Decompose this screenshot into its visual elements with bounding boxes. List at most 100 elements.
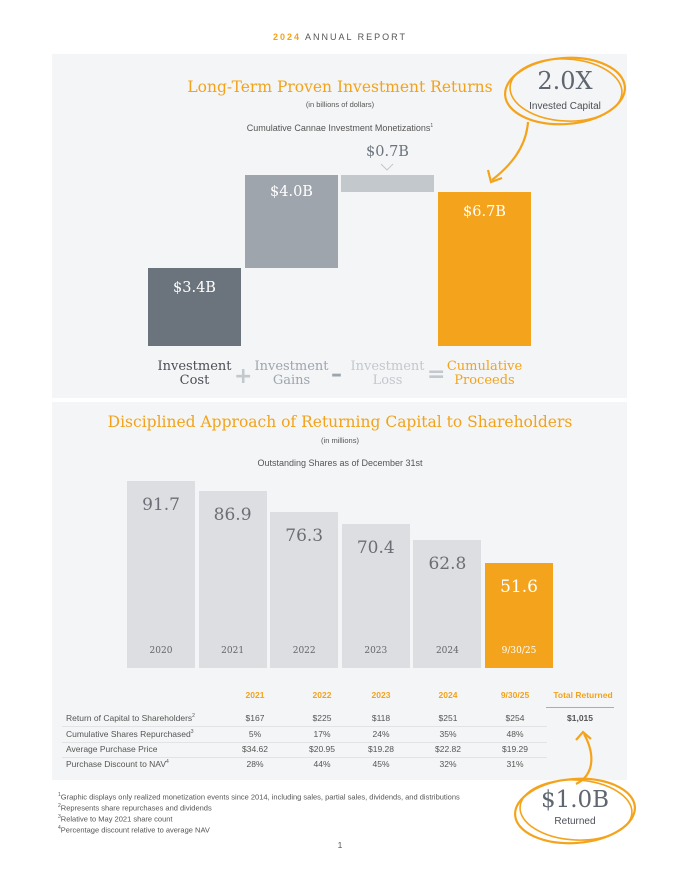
share-bar-value: 70.4 <box>356 538 395 559</box>
section1-subtitle: (in billions of dollars) <box>305 100 375 109</box>
share-bar-9-30-25: 51.6 9/30/25 <box>485 562 553 668</box>
share-bar-value: 86.9 <box>213 504 252 525</box>
table-cell: $251 <box>438 713 458 723</box>
table-cell: $118 <box>371 713 391 723</box>
report-header: 2024 ANNUAL REPORT <box>0 32 680 42</box>
table-cell: $34.62 <box>242 744 268 754</box>
report-title: ANNUAL REPORT <box>305 32 408 42</box>
share-bar-2022: 76.3 2022 <box>270 512 339 668</box>
footnote-text: Represents share repurchases and dividen… <box>60 803 212 813</box>
share-bar-value: 51.6 <box>500 576 538 597</box>
callout-arrow-icon <box>486 121 530 184</box>
row-label-text: Average Purchase Price <box>66 744 158 754</box>
row-label-sup: 2 <box>192 713 195 720</box>
row-label-text: Purchase Discount to NAV <box>66 759 166 769</box>
share-bar-2023: 70.4 2023 <box>341 524 410 668</box>
equation-term-investment-loss: Investment Loss <box>341 360 434 388</box>
share-bar-year: 2022 <box>292 645 316 656</box>
table-col-header: 2022 <box>312 690 332 700</box>
equation-term-line: Cost <box>179 373 210 388</box>
waterfall-bar-label: $4.0B <box>270 184 313 200</box>
section2-caption: Outstanding Shares as of December 31st <box>257 458 423 468</box>
equation-term-line: Gains <box>272 373 311 388</box>
table-cell: $20.95 <box>309 744 335 754</box>
table-cell: 5% <box>248 729 262 739</box>
table-row-label: Purchase Discount to NAV4 <box>66 759 169 769</box>
footnote-num: 4 <box>58 825 61 831</box>
section1-caption-text: Cumulative Cannae Investment Monetizatio… <box>246 123 431 133</box>
table-col-header: 9/30/25 <box>500 690 530 700</box>
share-bar-year: 9/30/25 <box>501 645 537 656</box>
equation-term-line: Loss <box>372 373 403 388</box>
page-number: 1 <box>337 840 343 850</box>
table-cell: 24% <box>372 729 390 739</box>
footnote-text: Relative to May 2021 share count <box>60 814 173 824</box>
waterfall-bar-label: $3.4B <box>173 280 216 296</box>
invested-capital-label: Invested Capital <box>529 101 601 112</box>
table-row-label: Cumulative Shares Repurchased3 <box>66 729 194 739</box>
row-label-sup: 4 <box>166 759 169 766</box>
footnote-2: 2Represents share repurchases and divide… <box>58 803 212 813</box>
share-bar-year: 2024 <box>435 645 459 656</box>
returned-label: Returned <box>554 816 596 827</box>
equation-term-line: Cumulative <box>446 359 523 374</box>
share-bar-2021: 86.9 2021 <box>198 490 267 668</box>
equals-operator: = <box>427 362 446 387</box>
row-label-text: Return of Capital to Shareholders <box>66 713 193 723</box>
share-bar-value: 76.3 <box>285 526 324 547</box>
table-cell: 35% <box>439 729 457 739</box>
total-header-underline <box>546 707 614 708</box>
returned-value: $1.0B <box>540 787 610 813</box>
share-bar-value: 62.8 <box>428 553 467 574</box>
footnote-text: Graphic displays only realized monetizat… <box>60 792 460 802</box>
equation-term-line: Proceeds <box>454 373 515 388</box>
share-bar-year: 2023 <box>364 645 388 656</box>
footnote-num: 1 <box>58 792 61 798</box>
section2-subtitle: (in millions) <box>321 436 359 445</box>
table-row-divider <box>62 742 547 743</box>
report-year: 2024 <box>272 32 301 42</box>
table-cell: $225 <box>312 713 332 723</box>
footnote-num: 2 <box>58 803 61 809</box>
footnote-3: 3Relative to May 2021 share count <box>58 814 173 824</box>
minus-operator: – <box>331 362 342 387</box>
equation-term-cumulative-proceeds: Cumulative Proceeds <box>438 360 531 388</box>
table-cell: 32% <box>439 759 457 769</box>
table-col-header: 2023 <box>371 690 391 700</box>
total-returned-value: $1,015 <box>567 713 593 723</box>
waterfall-bar-investment-loss <box>341 175 434 192</box>
invested-capital-circle-icon <box>504 56 626 126</box>
footnote-4: 4Percentage discount relative to average… <box>58 825 210 835</box>
equation-term-line: Investment <box>350 359 425 374</box>
loss-chevron-icon <box>380 163 394 171</box>
footnote-num: 3 <box>58 814 61 820</box>
footnote-text: Percentage discount relative to average … <box>60 825 210 835</box>
table-col-header: 2024 <box>438 690 458 700</box>
footnote-1: 1Graphic displays only realized monetiza… <box>58 792 460 802</box>
equation-term-investment-cost: Investment Cost <box>148 360 241 388</box>
loss-value-label: $0.7B <box>366 144 409 160</box>
plus-operator: + <box>234 364 253 389</box>
returned-circle-icon <box>514 777 636 845</box>
table-cell: 17% <box>313 729 331 739</box>
table-cell: 48% <box>506 729 524 739</box>
equation-term-line: Investment <box>157 359 232 374</box>
table-cell: $19.28 <box>368 744 394 754</box>
share-bar-2020: 91.7 2020 <box>127 481 195 668</box>
waterfall-bar-label: $6.7B <box>463 204 506 220</box>
table-cell: $19.29 <box>502 744 528 754</box>
table-cell: 31% <box>506 759 524 769</box>
section1-title: Long-Term Proven Investment Returns <box>187 78 493 96</box>
row-label-sup: 3 <box>190 729 194 736</box>
share-bar-year: 2020 <box>149 646 173 656</box>
table-row-divider <box>62 726 547 727</box>
total-returned-header: Total Returned <box>553 690 613 700</box>
table-col-header: 2021 <box>245 690 265 700</box>
section1-caption-sup: 1 <box>430 123 434 129</box>
section2-title: Disciplined Approach of Returning Capita… <box>107 413 573 431</box>
table-row-label: Return of Capital to Shareholders2 <box>66 713 195 723</box>
equation-term-line: Investment <box>254 359 329 374</box>
table-cell: $22.82 <box>435 744 461 754</box>
investment-returns-panel <box>52 54 627 398</box>
equation-term-investment-gains: Investment Gains <box>245 360 338 388</box>
